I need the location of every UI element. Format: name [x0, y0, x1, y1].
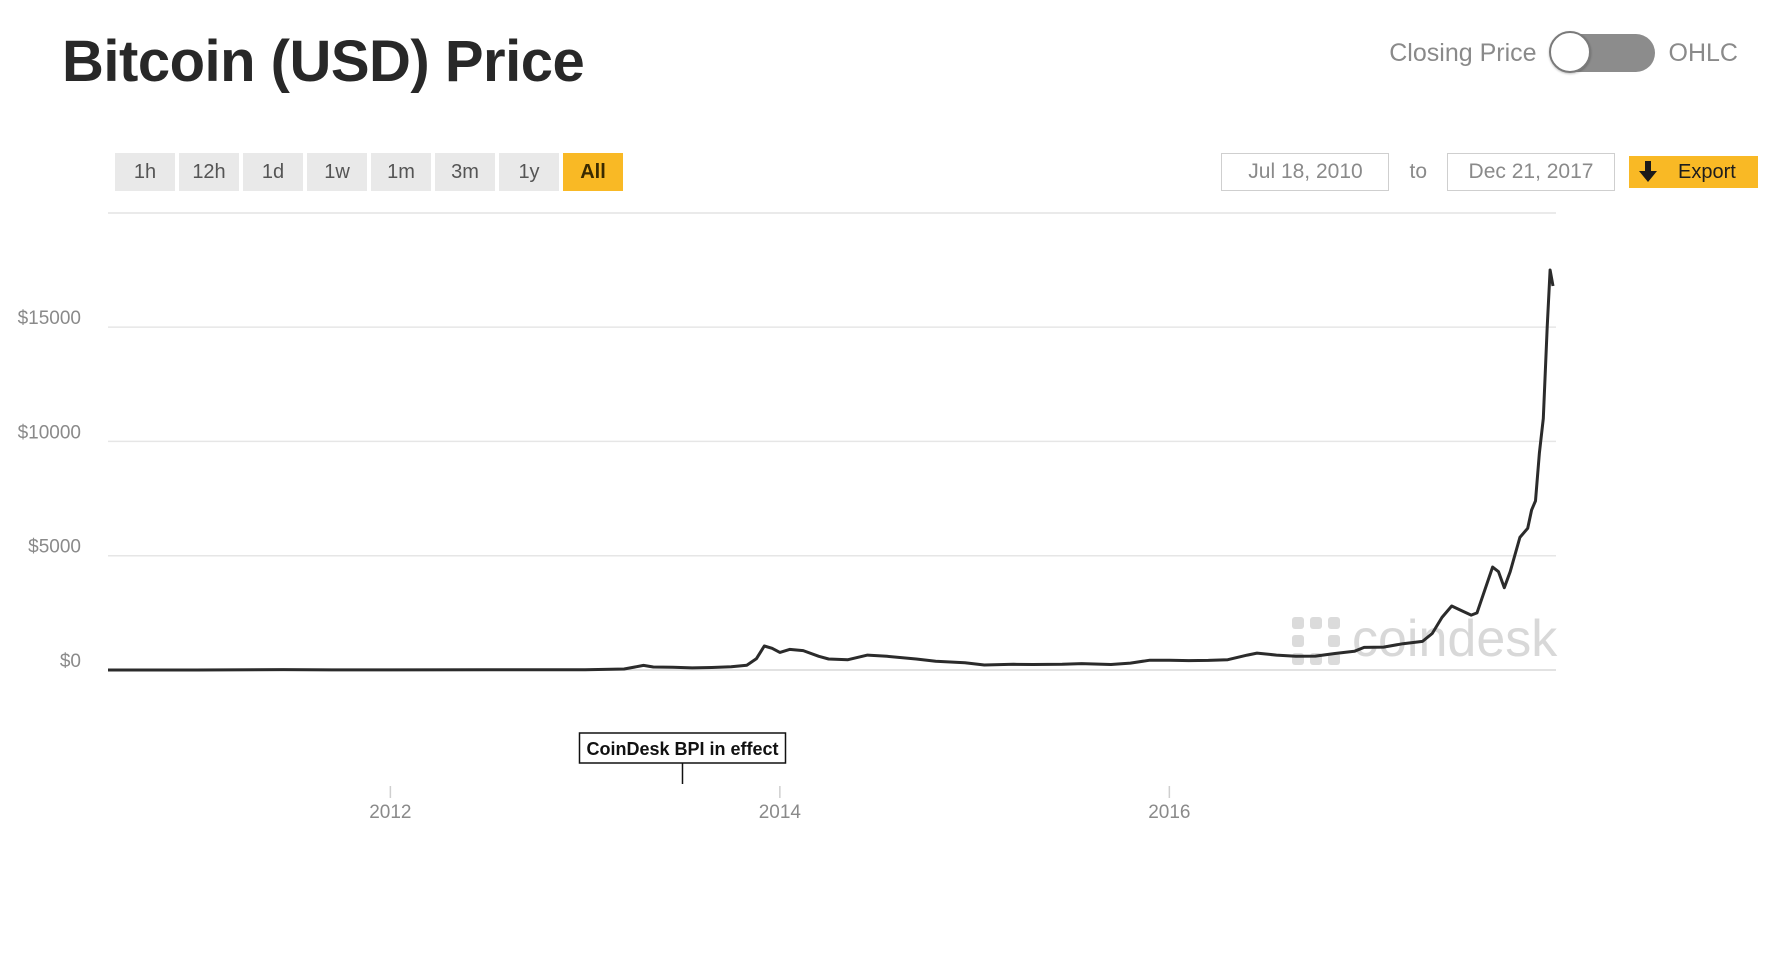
coindesk-logo-icon [1292, 617, 1340, 665]
y-tick-label: $0 [60, 651, 81, 672]
export-button[interactable]: Export [1629, 156, 1758, 188]
download-arrow-icon [1632, 156, 1664, 188]
annotation-label: CoinDesk BPI in effect [586, 739, 778, 759]
price-mode-toggle-group: Closing Price OHLC [1389, 31, 1738, 73]
range-button-12h[interactable]: 12h [179, 153, 239, 191]
closing-price-label: Closing Price [1389, 38, 1537, 67]
export-label: Export [1678, 160, 1736, 183]
annotation-flag[interactable]: CoinDesk BPI in effect [578, 732, 787, 784]
range-button-all[interactable]: All [563, 153, 623, 191]
range-button-1w[interactable]: 1w [307, 153, 367, 191]
y-axis-labels: $0 $5000 $10000 $15000 [18, 308, 81, 672]
ohlc-label: OHLC [1668, 38, 1738, 67]
range-button-1m[interactable]: 1m [371, 153, 431, 191]
end-date-field[interactable]: Dec 21, 2017 [1447, 153, 1615, 191]
y-tick-label: $15000 [18, 308, 81, 329]
x-axis: 2012 2014 2016 [369, 786, 1190, 823]
date-to-label: to [1409, 160, 1427, 183]
annotations: CoinDesk BPI in effect [578, 732, 787, 784]
range-button-1d[interactable]: 1d [243, 153, 303, 191]
x-tick-label: 2012 [369, 802, 411, 823]
range-button-1h[interactable]: 1h [115, 153, 175, 191]
coindesk-watermark-text: coindesk [1352, 610, 1558, 668]
toggle-knob[interactable] [1548, 31, 1591, 73]
coindesk-watermark: coindesk [1292, 610, 1558, 668]
time-range-selector: 1h 12h 1d 1w 1m 3m 1y All [115, 153, 623, 191]
x-tick-label: 2014 [759, 802, 802, 823]
date-range-controls: Jul 18, 2010 to Dec 21, 2017 Export [1221, 153, 1758, 191]
range-button-1y[interactable]: 1y [499, 153, 559, 191]
y-tick-label: $5000 [28, 537, 81, 558]
start-date-field[interactable]: Jul 18, 2010 [1221, 153, 1390, 191]
annotation-box [578, 732, 787, 764]
range-button-3m[interactable]: 3m [435, 153, 495, 191]
page-title: Bitcoin (USD) Price [62, 29, 585, 94]
price-mode-toggle[interactable] [1548, 31, 1655, 73]
x-tick-label: 2016 [1148, 802, 1190, 823]
price-series-line [108, 268, 1555, 672]
y-tick-label: $10000 [18, 422, 81, 443]
